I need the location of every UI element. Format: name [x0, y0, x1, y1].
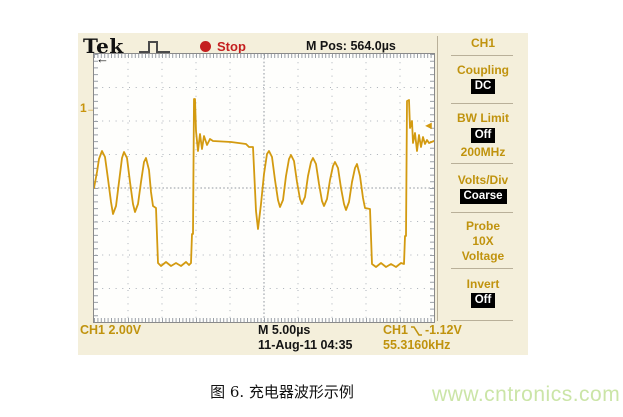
trigger-position-arrow-icon: ← — [96, 51, 109, 66]
acquisition-status: Stop — [200, 39, 246, 54]
menu-item-value: Off — [470, 128, 496, 143]
menu-item-extra: 200MHz — [460, 145, 506, 159]
falling-edge-icon — [411, 325, 423, 336]
menu-item-value: Coarse — [459, 189, 507, 204]
menu-divider — [451, 320, 513, 321]
sidebar-divider-vertical — [437, 36, 438, 321]
waveform-display: ← ◄ — [93, 51, 435, 323]
menu-item-value: DC — [470, 79, 496, 94]
graticule-grid — [94, 54, 434, 322]
menu-divider — [451, 103, 513, 104]
menu-item-label: BW Limit — [457, 111, 509, 125]
ch1-scale-readout: CH1 2.00V — [80, 323, 142, 337]
menu-item-label: Coupling — [457, 63, 509, 77]
menu-divider — [451, 268, 513, 269]
trigger-readout: CH1 -1.12V — [383, 323, 462, 337]
watermark-url: www.cntronics.com — [432, 383, 621, 406]
horizontal-position-readout: M Pos: 564.0µs — [306, 39, 396, 53]
trigger-source: CH1 — [383, 323, 409, 337]
menu-item-label: 10X — [472, 234, 494, 248]
menu-item-label: Invert — [466, 277, 500, 291]
menu-item-label: Voltage — [461, 249, 505, 263]
trigger-level-arrow-icon: ◄ — [423, 120, 434, 132]
figure-caption: 图 6. 充电器波形示例 — [210, 383, 354, 401]
datetime-readout: 11-Aug-11 04:35 — [258, 338, 353, 352]
frequency-readout: 55.3160kHz — [383, 338, 451, 352]
oscilloscope-screenshot: Tek Stop M Pos: 564.0µs 1→ ← ◄ CH1 — [78, 33, 528, 355]
waveform-layer — [94, 98, 434, 268]
timebase-readout: M 5.00µs — [258, 323, 311, 337]
stop-dot-icon — [200, 41, 211, 52]
menu-divider — [451, 55, 513, 56]
trigger-pulse-icon — [138, 39, 172, 54]
menu-item-label: Probe — [465, 219, 500, 233]
waveform-trace — [94, 98, 434, 268]
menu-divider — [451, 212, 513, 213]
menu-item-value: Off — [470, 293, 496, 308]
menu-title: CH1 — [470, 36, 495, 50]
trigger-level: -1.12V — [425, 323, 462, 337]
menu-divider — [451, 163, 513, 164]
acquisition-status-label: Stop — [217, 39, 246, 54]
menu-item-label: Volts/Div — [457, 173, 509, 187]
